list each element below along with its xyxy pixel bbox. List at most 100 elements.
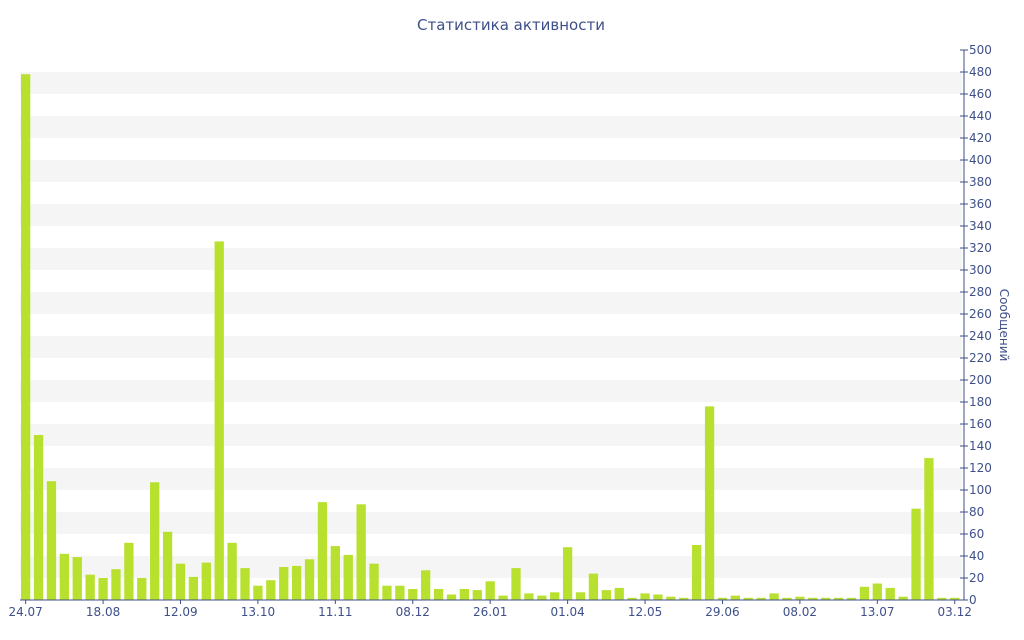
- bar: [846, 597, 857, 600]
- bar: [833, 597, 844, 600]
- y-tick-label: 340: [969, 219, 992, 233]
- bar: [214, 241, 224, 600]
- y-axis-label: Сообщений: [997, 289, 1011, 362]
- bar: [898, 596, 908, 600]
- bars: [21, 74, 960, 600]
- bar: [279, 567, 289, 600]
- bar: [291, 565, 302, 600]
- y-tick-label: 320: [969, 241, 992, 255]
- chart-title: Статистика активности: [417, 16, 605, 34]
- bar: [421, 570, 431, 600]
- bar: [46, 481, 57, 600]
- y-tick-label: 380: [969, 175, 992, 189]
- x-tick-label: 08.12: [396, 605, 430, 619]
- bar: [111, 569, 121, 600]
- y-tick-label: 20: [969, 571, 984, 585]
- bar: [859, 586, 870, 600]
- y-tick-label: 200: [969, 373, 992, 387]
- bar: [821, 597, 831, 600]
- bar: [511, 568, 521, 600]
- y-tick-label: 220: [969, 351, 992, 365]
- bar: [885, 587, 895, 600]
- bar: [304, 559, 315, 600]
- bar: [201, 562, 211, 600]
- y-tick-label: 280: [969, 285, 992, 299]
- bar: [730, 595, 741, 600]
- bar: [369, 563, 379, 600]
- bar: [137, 578, 147, 600]
- x-tick-label: 13.10: [241, 605, 275, 619]
- y-tick-label: 60: [969, 527, 984, 541]
- bar: [562, 547, 573, 600]
- bar: [408, 589, 418, 600]
- bar: [98, 578, 108, 600]
- bar: [588, 573, 599, 600]
- y-tick-label: 400: [969, 153, 992, 167]
- y-tick-label: 80: [969, 505, 984, 519]
- bar: [872, 583, 882, 600]
- bar: [459, 589, 470, 600]
- bar: [550, 592, 560, 600]
- y-axis: 0 20 40 60 80 100 120 140 160 180 200 220 240 260 280 3…: [960, 43, 992, 607]
- y-tick-label: 500: [969, 43, 992, 57]
- bar: [124, 542, 134, 600]
- bar: [717, 597, 728, 600]
- bar: [524, 593, 534, 600]
- y-tick-label: 260: [969, 307, 992, 321]
- bar: [21, 74, 31, 600]
- y-tick-label: 140: [969, 439, 992, 453]
- bar: [937, 597, 947, 600]
- y-tick-label: 360: [969, 197, 992, 211]
- y-tick-label: 480: [969, 65, 992, 79]
- x-tick-label: 18.08: [86, 605, 120, 619]
- bar: [627, 597, 637, 600]
- x-axis: 24.07 18.08 12.09 13.10 11.11 08.12 26.01 01.04…: [8, 599, 972, 619]
- bar: [692, 545, 702, 600]
- grid-band: [20, 292, 962, 314]
- bar: [343, 554, 353, 600]
- grid-band: [20, 204, 962, 226]
- bar: [150, 482, 160, 600]
- y-tick-label: 240: [969, 329, 992, 343]
- bar: [911, 508, 921, 600]
- x-tick-label: 12.09: [163, 605, 197, 619]
- x-tick-label: 08.02: [783, 605, 817, 619]
- grid-band: [20, 248, 962, 270]
- bar: [614, 587, 624, 600]
- bar: [666, 596, 676, 600]
- y-tick-label: 100: [969, 483, 992, 497]
- bar: [679, 597, 689, 600]
- bar: [433, 589, 444, 600]
- bar: [317, 502, 328, 600]
- y-tick-label: 460: [969, 87, 992, 101]
- x-tick-label: 11.11: [318, 605, 352, 619]
- x-tick-label: 13.07: [860, 605, 894, 619]
- bar: [266, 580, 276, 600]
- bar: [188, 576, 199, 600]
- grid-band: [20, 380, 962, 402]
- x-tick-label: 12.05: [628, 605, 662, 619]
- y-tick-label: 180: [969, 395, 992, 409]
- bar: [653, 594, 663, 600]
- grid-band: [20, 160, 962, 182]
- bar: [950, 597, 960, 600]
- bar: [382, 585, 392, 600]
- bar: [795, 596, 805, 600]
- bar: [808, 597, 818, 600]
- y-tick-label: 120: [969, 461, 992, 475]
- bar: [537, 595, 547, 600]
- bar: [485, 581, 495, 600]
- bar: [743, 597, 753, 600]
- bar: [253, 585, 263, 600]
- bar: [704, 406, 715, 600]
- grid-band: [20, 424, 962, 446]
- x-tick-label: 01.04: [550, 605, 584, 619]
- bar: [162, 531, 173, 600]
- bar: [395, 585, 405, 600]
- bar: [601, 590, 611, 600]
- bar: [175, 563, 186, 600]
- bar: [769, 593, 779, 600]
- grid-band: [20, 336, 962, 358]
- bar: [330, 546, 340, 600]
